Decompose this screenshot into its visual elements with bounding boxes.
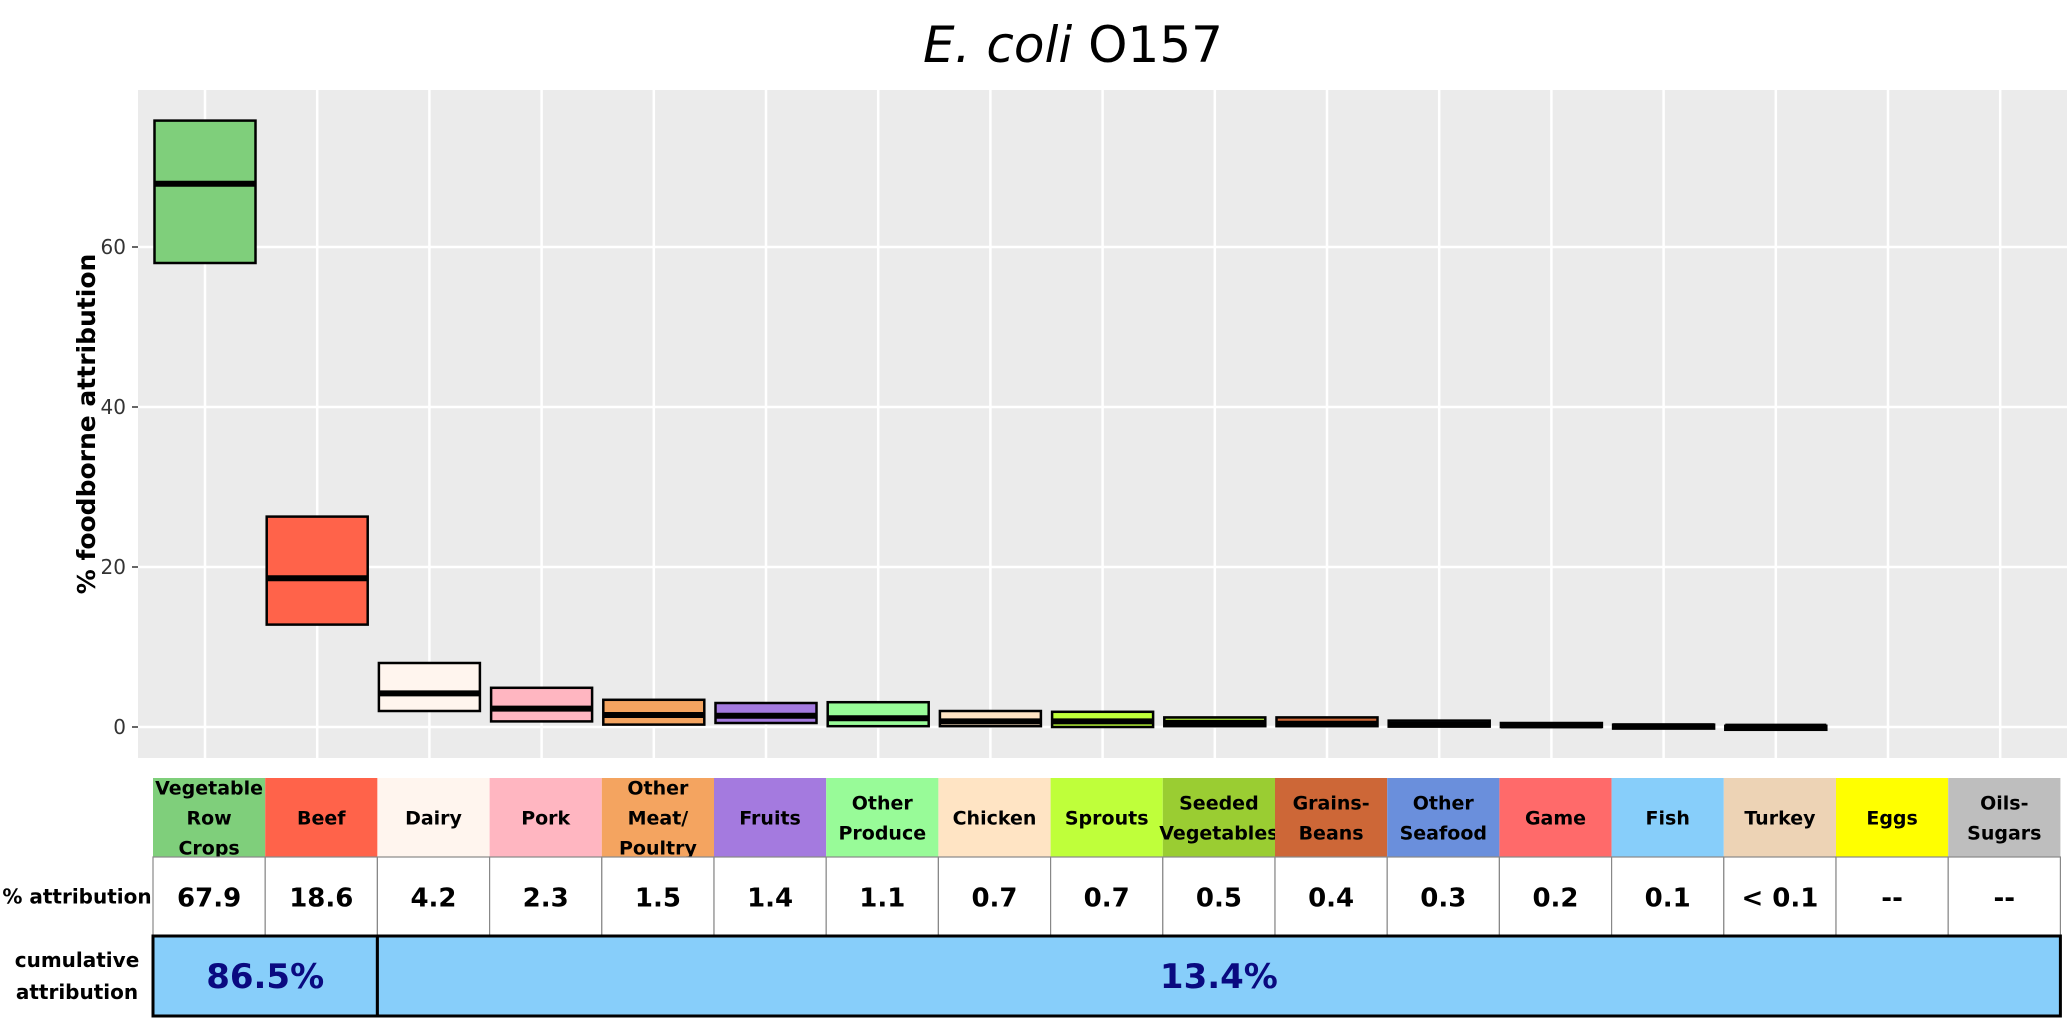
- attribution-cell: [1049, 856, 1164, 937]
- category-cell: [1275, 778, 1388, 857]
- category-label: Poultry: [619, 838, 697, 860]
- category-cell: [1948, 778, 2061, 857]
- attribution-cell: [1274, 856, 1388, 937]
- category-label: Vegetables: [1159, 823, 1278, 845]
- category-cell: [489, 778, 602, 857]
- y-tick-label: 0: [113, 715, 126, 739]
- category-label: Other: [627, 778, 689, 800]
- chart-title: E. coli O157: [923, 16, 1223, 74]
- category-cell: [153, 778, 266, 857]
- category-cell: [826, 778, 939, 857]
- row-label-attribution: % attribution: [2, 885, 151, 909]
- category-label: Fruits: [739, 808, 801, 830]
- attribution-cell: [152, 856, 266, 937]
- category-label: Chicken: [953, 808, 1037, 830]
- category-cell: [601, 778, 714, 857]
- attribution-value: 0.1: [1645, 884, 1691, 914]
- category-label: Fish: [1646, 808, 1690, 830]
- attribution-table: Vegetable Row Crops 67.9 Beef 18.6 Dairy 4.2 Por…: [2, 778, 2062, 1018]
- category-cell: [265, 778, 378, 857]
- attribution-value: 1.4: [747, 884, 793, 914]
- category-label: Crops: [178, 838, 239, 860]
- attribution-cell: [264, 856, 379, 937]
- category-label: Other: [1413, 793, 1475, 815]
- attribution-value: 0.2: [1532, 884, 1578, 914]
- attribution-value: 1.5: [635, 884, 681, 914]
- row-label-cumulative: cumulative: [15, 948, 140, 972]
- category-cell: [1611, 778, 1724, 857]
- box-dairy: [377, 661, 482, 713]
- attribution-value: --: [1994, 884, 2016, 914]
- attribution-cell: [376, 856, 491, 937]
- attribution-cell: [1162, 856, 1276, 937]
- attribution-value: 0.3: [1420, 884, 1466, 914]
- attribution-value: 0.7: [1084, 884, 1130, 914]
- attribution-value: 4.2: [410, 884, 456, 914]
- attribution-value: 67.9: [177, 884, 241, 914]
- category-cell: [938, 778, 1051, 857]
- category-label: Pork: [521, 808, 570, 830]
- cumulative-cell: [151, 934, 379, 1018]
- y-tick-label: 40: [101, 395, 126, 419]
- category-cell: [1387, 778, 1500, 857]
- chart-title-italic: E. coli: [923, 16, 1072, 74]
- box-other-produce: [826, 700, 930, 728]
- box-series: [153, 119, 1828, 732]
- y-axis-ticks: 0 20 40 60: [101, 235, 138, 739]
- category-cell: [714, 778, 827, 857]
- attribution-value: < 0.1: [1741, 884, 1818, 914]
- y-tick-label: 60: [101, 235, 126, 259]
- category-label: Sugars: [1967, 823, 2041, 845]
- category-label: Seeded: [1179, 793, 1259, 815]
- category-label: Vegetable: [155, 778, 263, 800]
- category-label: Grains-: [1293, 793, 1370, 815]
- category-label: Meat/: [628, 808, 689, 830]
- category-cell: [377, 778, 490, 857]
- category-label: Row: [186, 808, 231, 830]
- attribution-cell: [713, 856, 827, 937]
- attribution-value: 18.6: [289, 884, 353, 914]
- box-beef: [265, 515, 369, 626]
- cumulative-value: 86.5%: [206, 957, 324, 997]
- y-tick-label: 20: [101, 555, 126, 579]
- attribution-value: 1.1: [859, 884, 905, 914]
- box-vegetable-row-crops: [153, 119, 257, 265]
- category-label: Produce: [838, 823, 926, 845]
- category-cell: [1499, 778, 1612, 857]
- category-label: Beef: [297, 808, 346, 830]
- attribution-value: 0.7: [971, 884, 1017, 914]
- category-label: Game: [1525, 808, 1586, 830]
- category-label: Other: [852, 793, 914, 815]
- attribution-cell: [601, 856, 715, 937]
- attribution-cell: [1835, 856, 1949, 937]
- category-cell: [1162, 778, 1275, 857]
- category-cell: [1836, 778, 1949, 857]
- attribution-cell: [1498, 856, 1613, 937]
- attribution-value: --: [1881, 884, 1903, 914]
- attribution-cell: [489, 856, 603, 937]
- category-label: Dairy: [405, 808, 462, 830]
- category-label: Seafood: [1400, 823, 1487, 845]
- category-label: Eggs: [1866, 808, 1918, 830]
- category-label: Beans: [1299, 823, 1364, 845]
- attribution-value: 0.4: [1308, 884, 1354, 914]
- chart-title-rest: O157: [1088, 16, 1223, 74]
- attribution-value: 2.3: [523, 884, 569, 914]
- category-label: Oils-: [1980, 793, 2028, 815]
- y-axis-label: % foodborne attribution: [72, 254, 101, 595]
- row-label-cumulative: attribution: [16, 980, 138, 1004]
- category-cell: [1723, 778, 1836, 857]
- cumulative-value: 13.4%: [1160, 957, 1278, 997]
- category-cell: [1050, 778, 1163, 857]
- attribution-cell: [825, 856, 940, 937]
- category-label: Sprouts: [1065, 808, 1149, 830]
- cumulative-cell: [375, 934, 2062, 1018]
- grid-lines: [138, 90, 2067, 758]
- category-label: Turkey: [1744, 808, 1816, 830]
- attribution-value: 0.5: [1196, 884, 1242, 914]
- box-pork: [489, 686, 594, 723]
